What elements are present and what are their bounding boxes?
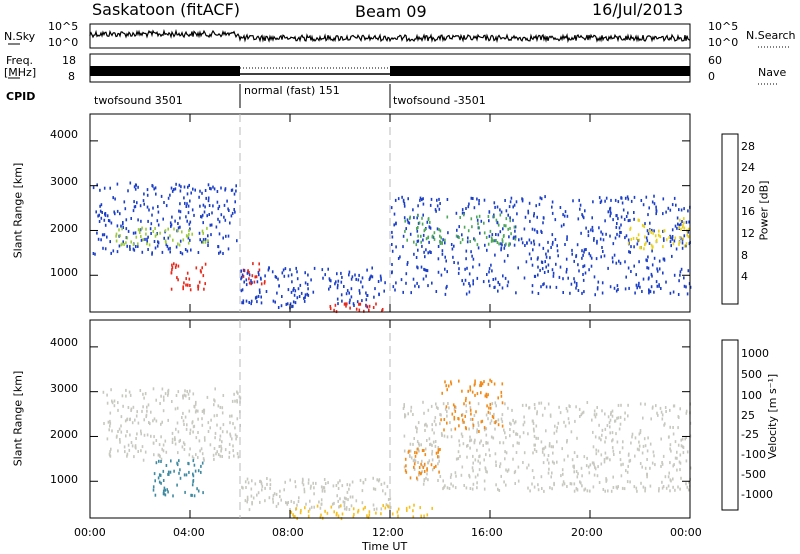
power-cbar-tick-20: 20 bbox=[741, 183, 755, 196]
cpid-segment-2: normal (fast) 151 bbox=[244, 84, 340, 97]
power-cbar-tick-24: 24 bbox=[741, 161, 755, 174]
velocity-panel-colorbar-frame bbox=[721, 339, 739, 511]
velocity-cbar-tick-minus25: -25 bbox=[741, 428, 759, 441]
velocity-panel-blob-5 bbox=[404, 447, 441, 480]
power-panel-blob-0 bbox=[92, 181, 238, 256]
power-panel-blob-8 bbox=[627, 217, 690, 251]
velocity-cbar-tick-minus1000: -1000 bbox=[741, 488, 773, 501]
freq-band-3 bbox=[390, 66, 690, 76]
nave-tick-top: 60 bbox=[708, 54, 722, 67]
power-panel-blob-7 bbox=[404, 213, 517, 247]
nsearch-tick-top: 10^5 bbox=[708, 20, 739, 33]
freq-label: Freq. bbox=[6, 54, 34, 67]
nsky-label: N.Sky bbox=[4, 30, 36, 43]
xtick-2: 08:00 bbox=[272, 526, 304, 539]
power-panel-blob-4 bbox=[240, 266, 386, 310]
xtick-3: 12:00 bbox=[372, 526, 404, 539]
date-title: 16/Jul/2013 bbox=[592, 0, 684, 19]
power-panel-blob-2 bbox=[170, 262, 207, 292]
velocity-yaxis-label: Slant Range [km] bbox=[11, 370, 25, 467]
cpid-segment-3: twofsound -3501 bbox=[393, 94, 486, 107]
velocity-cbar-tick-minus500: -500 bbox=[741, 468, 766, 481]
velocity-panel-blob-1 bbox=[152, 459, 204, 498]
velocity-panel-blob-2 bbox=[241, 476, 392, 512]
nsearch-tick-bottom: 10^0 bbox=[708, 36, 739, 49]
power-panel-blob-3 bbox=[242, 262, 266, 286]
xtick-1: 04:00 bbox=[173, 526, 205, 539]
cpid-segment-1: twofsound 3501 bbox=[94, 94, 183, 107]
velocity-panel-blob-6 bbox=[440, 378, 504, 433]
velocity-ytick-2000: 2000 bbox=[50, 428, 78, 441]
power-cbar-tick-28: 28 bbox=[741, 140, 755, 153]
freq-tick-bottom: 8 bbox=[68, 70, 75, 83]
power-colorbar-label: Power [dB] bbox=[757, 180, 771, 241]
freq-band-1 bbox=[90, 66, 240, 76]
freq-tick-top: 18 bbox=[62, 54, 76, 67]
xtick-5: 20:00 bbox=[571, 526, 603, 539]
nave-tick-bottom: 0 bbox=[708, 70, 715, 83]
velocity-ytick-3000: 3000 bbox=[50, 382, 78, 395]
power-panel-blob-6 bbox=[390, 194, 692, 297]
beam-title: Beam 09 bbox=[355, 2, 427, 21]
velocity-panel-blob-4 bbox=[402, 400, 692, 493]
power-panel-colorbar-frame bbox=[721, 133, 739, 305]
velocity-cbar-tick-25: 25 bbox=[741, 409, 755, 422]
velocity-panel-blob-3 bbox=[290, 503, 433, 521]
freq-unit: [MHz] bbox=[4, 66, 37, 79]
velocity-colorbar-label: Velocity [m s⁻¹] bbox=[766, 373, 780, 460]
cpid-label: CPID bbox=[6, 90, 36, 103]
velocity-ytick-1000: 1000 bbox=[50, 473, 78, 486]
power-cbar-tick-16: 16 bbox=[741, 205, 755, 218]
nsky-trace bbox=[89, 28, 691, 44]
nsearch-label: N.Search bbox=[746, 29, 796, 42]
power-ytick-1000: 1000 bbox=[50, 266, 78, 279]
velocity-cbar-tick-100: 100 bbox=[741, 389, 762, 402]
station-title: Saskatoon (fitACF) bbox=[92, 0, 241, 19]
xtick-4: 16:00 bbox=[471, 526, 503, 539]
power-cbar-tick-4: 4 bbox=[741, 270, 748, 283]
power-cbar-tick-8: 8 bbox=[741, 249, 748, 262]
xtick-0: 00:00 bbox=[74, 526, 106, 539]
nsky-tick-bottom: 10^0 bbox=[48, 36, 79, 49]
power-cbar-tick-12: 12 bbox=[741, 227, 755, 240]
velocity-cbar-tick-500: 500 bbox=[741, 368, 762, 381]
power-ytick-3000: 3000 bbox=[50, 175, 78, 188]
velocity-panel-blob-0 bbox=[102, 387, 242, 462]
power-yaxis-label: Slant Range [km] bbox=[11, 162, 25, 259]
power-ytick-2000: 2000 bbox=[50, 222, 78, 235]
power-panel-blob-1 bbox=[115, 226, 209, 247]
power-ytick-4000: 4000 bbox=[50, 128, 78, 141]
xaxis-label: Time UT bbox=[362, 540, 408, 553]
velocity-cbar-tick-minus100: -100 bbox=[741, 448, 766, 461]
nave-label: Nave bbox=[758, 66, 787, 79]
nsky-tick-top: 10^5 bbox=[48, 20, 79, 33]
velocity-ytick-4000: 4000 bbox=[50, 336, 78, 349]
xtick-6: 00:00 bbox=[670, 526, 702, 539]
velocity-cbar-tick-1000: 1000 bbox=[741, 347, 769, 360]
